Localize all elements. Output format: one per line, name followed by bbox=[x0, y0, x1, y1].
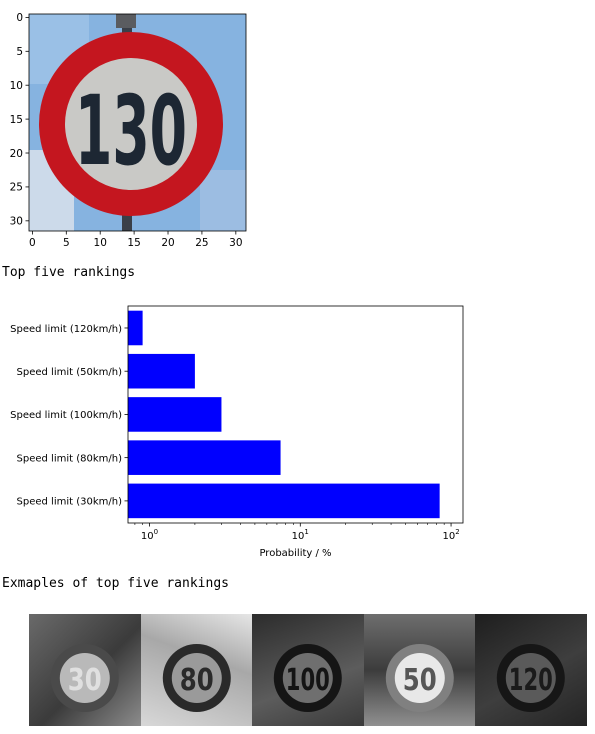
example-sign-number: 30 bbox=[68, 663, 102, 698]
x-tick-label: 100 bbox=[141, 528, 158, 542]
sign-y-tick-label: 5 bbox=[16, 46, 23, 58]
svg-text:130: 130 bbox=[75, 75, 187, 187]
sign-image-plot: 130 0 5 10 15 20 25 30 0 5 10 15 20 25 30 bbox=[10, 12, 247, 249]
example-images-strip: 30 80 100 50 120 bbox=[29, 614, 587, 726]
x-tick-label: 101 bbox=[292, 528, 309, 542]
speed-limit-120-sign-icon: 120 bbox=[475, 614, 587, 726]
bar bbox=[128, 440, 281, 475]
speed-limit-50-sign-icon: 50 bbox=[363, 614, 476, 726]
speed-limit-130-sign-icon: 130 bbox=[29, 14, 246, 231]
sign-x-tick-label: 20 bbox=[161, 237, 174, 249]
sign-y-tick-label: 25 bbox=[10, 182, 23, 194]
sign-x-tick-label: 25 bbox=[195, 237, 208, 249]
sign-y-tick-label: 10 bbox=[10, 80, 23, 92]
sign-y-tick-label: 30 bbox=[10, 216, 23, 228]
speed-limit-80-sign-icon: 80 bbox=[140, 614, 253, 726]
plot-frame bbox=[127, 305, 464, 524]
sign-x-tick-label: 30 bbox=[229, 237, 242, 249]
sign-x-tick-label: 10 bbox=[94, 237, 107, 249]
category-label: Speed limit (80km/h) bbox=[17, 453, 123, 464]
category-label: Speed limit (50km/h) bbox=[17, 367, 123, 378]
category-label: Speed limit (30km/h) bbox=[17, 497, 123, 508]
sign-x-axis: 0 5 10 15 20 25 30 bbox=[29, 231, 243, 249]
example-sign-number: 50 bbox=[403, 663, 437, 698]
rankings-heading: Top five rankings bbox=[2, 265, 136, 280]
sign-x-tick-label: 0 bbox=[29, 237, 36, 249]
sign-y-tick-label: 20 bbox=[10, 148, 23, 160]
sign-y-axis: 0 5 10 15 20 25 30 bbox=[10, 12, 29, 228]
sign-y-tick-label: 0 bbox=[16, 12, 23, 24]
top-five-rankings-chart: Speed limit (30km/h) Speed limit (80km/h)… bbox=[10, 305, 464, 559]
examples-heading: Exmaples of top five rankings bbox=[2, 576, 229, 591]
sign-x-tick-label: 15 bbox=[127, 237, 140, 249]
category-label: Speed limit (100km/h) bbox=[10, 410, 122, 421]
example-sign-number: 120 bbox=[509, 663, 553, 698]
x-axis-label: Probability / % bbox=[259, 548, 331, 559]
sign-y-tick-label: 15 bbox=[10, 114, 23, 126]
sign-x-tick-label: 5 bbox=[63, 237, 70, 249]
speed-limit-30-sign-icon: 30 bbox=[29, 614, 141, 726]
speed-limit-100-sign-icon: 100 bbox=[252, 614, 364, 726]
bar bbox=[128, 353, 195, 389]
example-sign-number: 80 bbox=[179, 663, 213, 698]
example-sign-number: 100 bbox=[286, 663, 330, 698]
bar bbox=[128, 483, 440, 519]
bar bbox=[128, 397, 222, 432]
bar bbox=[128, 310, 143, 346]
x-tick-label: 102 bbox=[442, 528, 459, 542]
category-label: Speed limit (120km/h) bbox=[10, 324, 122, 335]
